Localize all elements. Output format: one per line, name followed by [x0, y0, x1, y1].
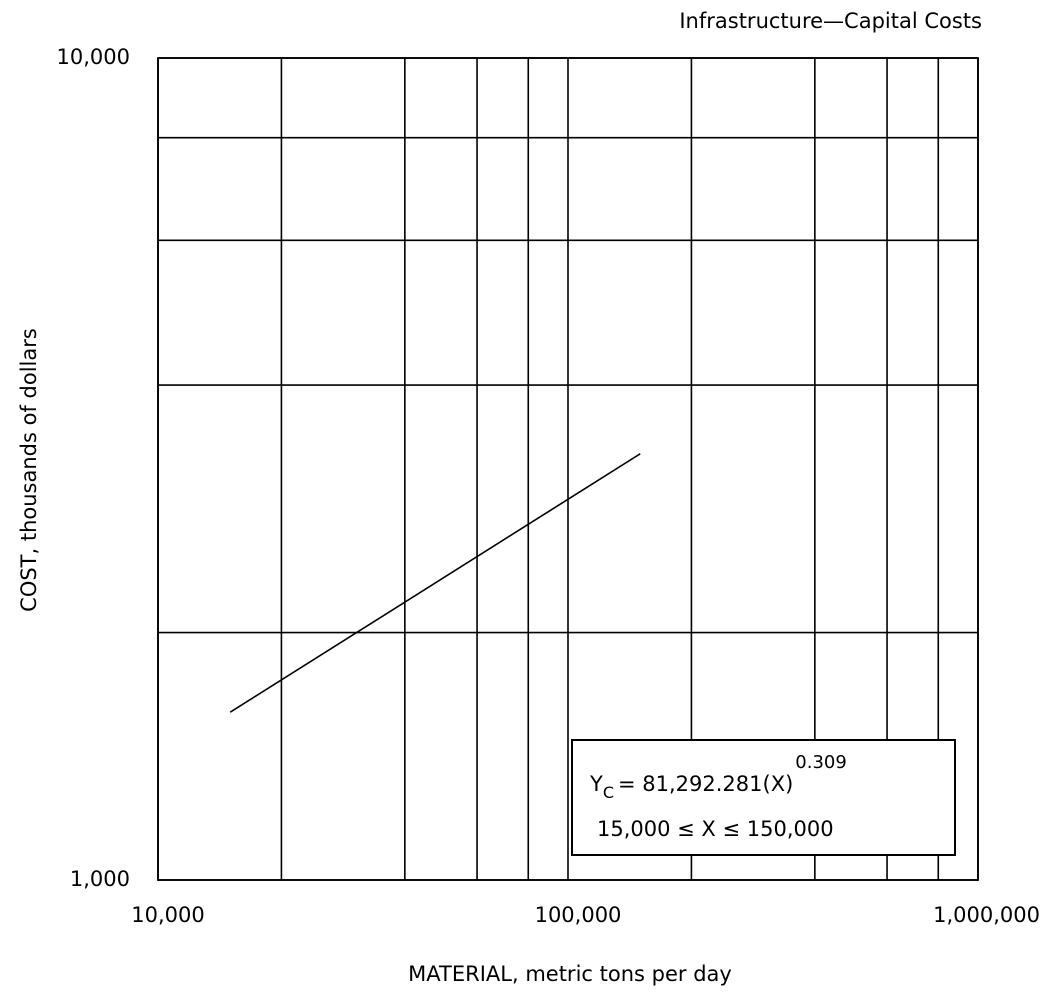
x-tick-label: 100,000 [535, 903, 622, 927]
chart-title: Infrastructure—Capital Costs [679, 9, 982, 33]
x-tick-label: 1,000,000 [933, 903, 1040, 927]
y-axis-title: COST, thousands of dollars [17, 328, 41, 612]
annotation-eq: = 81,292.281(X) [618, 772, 793, 796]
data-line [229, 453, 641, 713]
annotation-y: Y [589, 772, 603, 796]
y-tick-label: 1,000 [70, 867, 130, 891]
annotation-sup: 0.309 [795, 752, 847, 773]
annotation-box [571, 739, 956, 856]
y-tick-label: 10,000 [57, 45, 130, 69]
x-axis-title: MATERIAL, metric tons per day [408, 962, 732, 986]
annotation-range: 15,000 ≤ X ≤ 150,000 [597, 817, 834, 841]
x-tick-label: 10,000 [131, 903, 204, 927]
annotation-sub: C [603, 783, 614, 802]
annotation-equation: YC = 81,292.281(X)0.309 [589, 752, 847, 802]
